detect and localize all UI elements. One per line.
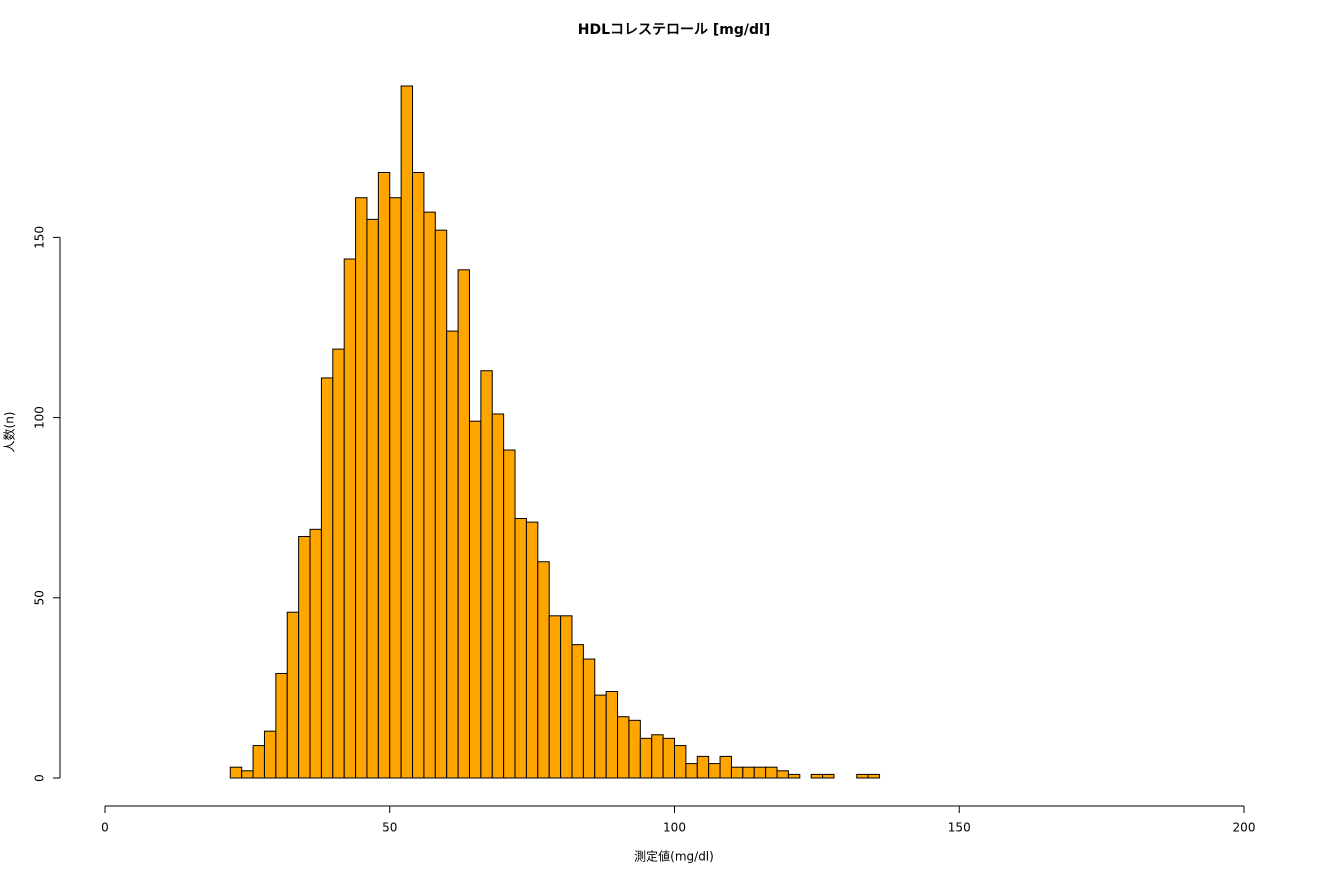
bar xyxy=(753,766,767,779)
bar xyxy=(480,370,493,779)
bar xyxy=(787,773,801,779)
bar xyxy=(856,773,869,779)
bar xyxy=(298,536,311,779)
bar xyxy=(514,518,527,779)
bar xyxy=(571,644,584,779)
bar xyxy=(491,413,505,779)
bar xyxy=(719,755,732,779)
bar xyxy=(332,348,345,779)
bar xyxy=(594,694,607,779)
bar xyxy=(309,528,322,779)
bar xyxy=(548,615,562,779)
bar xyxy=(423,211,436,779)
bar xyxy=(389,197,402,779)
y-tick-label: 0 xyxy=(33,774,47,782)
x-tick-label: 0 xyxy=(101,821,109,835)
bar xyxy=(525,521,539,779)
bar xyxy=(366,218,379,779)
bar xyxy=(434,229,448,779)
y-tick-label: 100 xyxy=(33,406,47,429)
bar xyxy=(867,773,881,779)
bar xyxy=(822,773,835,779)
bar xyxy=(674,745,687,779)
bar xyxy=(662,737,675,779)
x-tick-label: 150 xyxy=(948,821,971,835)
y-tick-label: 150 xyxy=(33,226,47,249)
x-axis-label: 測定値(mg/dl) xyxy=(634,849,714,864)
y-tick-label: 50 xyxy=(33,590,47,605)
bar xyxy=(685,763,698,779)
x-tick-label: 50 xyxy=(382,821,397,835)
bar xyxy=(263,730,277,779)
bar xyxy=(730,766,744,779)
bar xyxy=(810,773,824,779)
bar xyxy=(560,615,573,779)
bar xyxy=(537,561,550,779)
bar xyxy=(457,269,470,779)
bar xyxy=(776,770,789,779)
bar xyxy=(765,766,778,779)
bar xyxy=(651,734,664,779)
bar xyxy=(412,172,425,779)
x-tick-label: 200 xyxy=(1233,821,1256,835)
bar xyxy=(446,330,459,779)
y-axis-label: 人数(n) xyxy=(2,412,17,453)
x-tick-label: 100 xyxy=(663,821,686,835)
bar xyxy=(503,449,516,779)
bar xyxy=(708,763,721,779)
chart-title: HDLコレステロール [mg/dl] xyxy=(578,22,770,38)
bar xyxy=(468,420,482,779)
bar xyxy=(742,766,755,779)
bar xyxy=(241,770,254,779)
bar xyxy=(617,716,630,779)
bar xyxy=(639,737,653,779)
bar xyxy=(582,658,596,779)
bar xyxy=(355,197,368,779)
bar xyxy=(696,755,710,779)
bar xyxy=(252,745,265,779)
bar xyxy=(628,719,641,779)
bar xyxy=(343,258,357,779)
bar xyxy=(605,691,619,779)
bar xyxy=(377,172,391,779)
bar xyxy=(286,611,300,779)
bar xyxy=(320,377,334,779)
bar xyxy=(229,766,243,779)
bar xyxy=(400,85,414,779)
bar xyxy=(275,672,288,779)
